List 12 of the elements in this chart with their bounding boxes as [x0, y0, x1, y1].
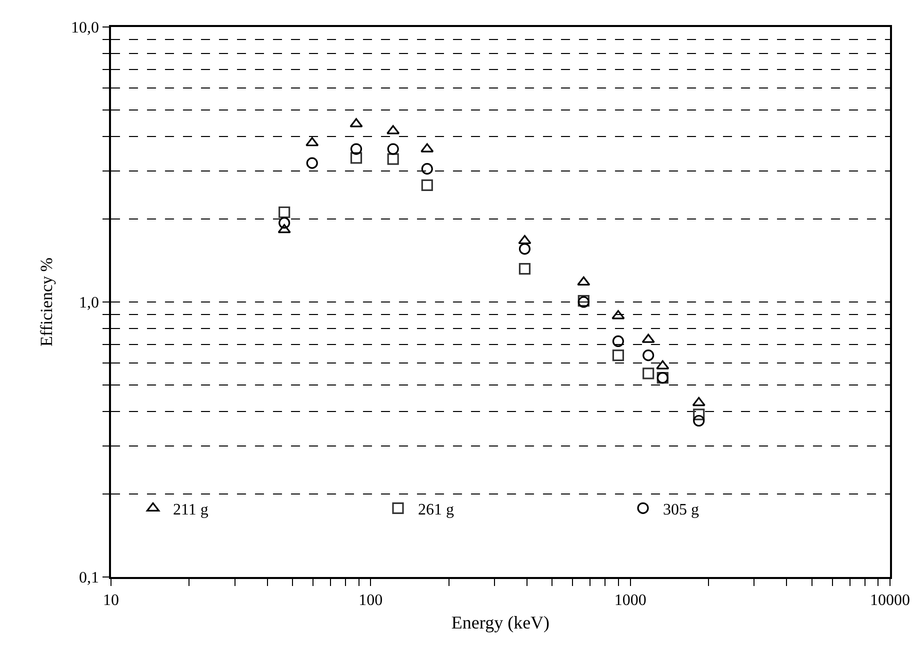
y-tick-label: 10,0 [71, 20, 100, 37]
legend-label: 305 g [663, 501, 699, 518]
x-tick-label: 1000 [614, 592, 646, 609]
legend-label: 211 g [173, 501, 208, 518]
x-tick-label: 10 [103, 592, 119, 609]
legend-label: 261 g [418, 501, 454, 518]
x-tick-label: 10000 [870, 592, 910, 609]
y-axis-title: Efficiency % [37, 258, 56, 346]
x-axis-title: Energy (keV) [451, 612, 550, 633]
x-tick-label: 100 [358, 592, 383, 609]
y-tick-label: 0,1 [79, 570, 100, 587]
y-tick-label: 1,0 [79, 294, 100, 312]
